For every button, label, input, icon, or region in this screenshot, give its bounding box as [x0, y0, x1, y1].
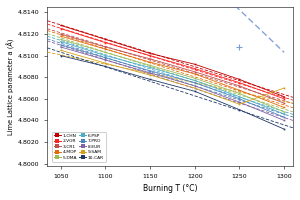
X-axis label: Burning T (°C): Burning T (°C): [143, 184, 197, 193]
Y-axis label: Lime Lattice parameter a (Å): Lime Lattice parameter a (Å): [7, 38, 15, 135]
Legend: 1-CHN, 2-VGR, 3-CR1, 4-MOP, 5-DMA, 6-PSP, 7-PRO, 8-EUR, 9-SAM, 10-CAR: 1-CHN, 2-VGR, 3-CR1, 4-MOP, 5-DMA, 6-PSP…: [52, 132, 106, 162]
